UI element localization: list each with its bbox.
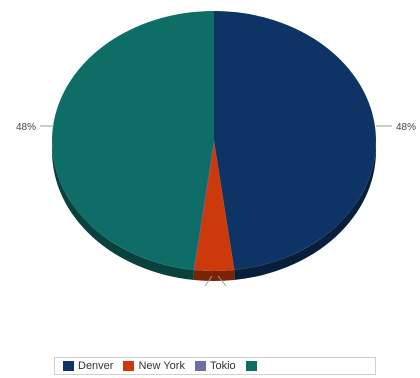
legend-item-tokio: Tokio <box>194 360 236 372</box>
pie-slice-denver <box>214 11 377 270</box>
leader-line-new-york <box>217 275 227 287</box>
pie-slice-new-york <box>193 141 235 271</box>
pie-side-new-york <box>193 269 235 281</box>
data-label-denver: 48% <box>396 122 416 133</box>
legend-label-new-york: New York <box>138 360 185 372</box>
data-label-series-4: 48% <box>16 122 36 133</box>
pie-side-denver <box>234 141 376 280</box>
legend-label-denver: Denver <box>78 360 114 372</box>
legend-item-denver: Denver <box>63 360 113 372</box>
legend-swatch-fourth <box>245 361 257 371</box>
legend-swatch-new-york <box>123 361 135 371</box>
legend-item-new-york: New York <box>123 360 185 372</box>
pie-chart-canvas: 48%48%4%0% <box>16 11 416 287</box>
legend-swatch-tokio <box>194 361 206 371</box>
legend-label-tokio: Tokio <box>209 360 236 372</box>
leader-line-tokio <box>204 275 213 287</box>
legend-swatch-denver <box>63 361 74 371</box>
pie-slice-series-4 <box>51 11 214 270</box>
chart-legend: Denver New York Tokio <box>54 357 376 375</box>
pie-side-series-4 <box>52 141 194 280</box>
legend-item-fourth <box>245 361 261 371</box>
